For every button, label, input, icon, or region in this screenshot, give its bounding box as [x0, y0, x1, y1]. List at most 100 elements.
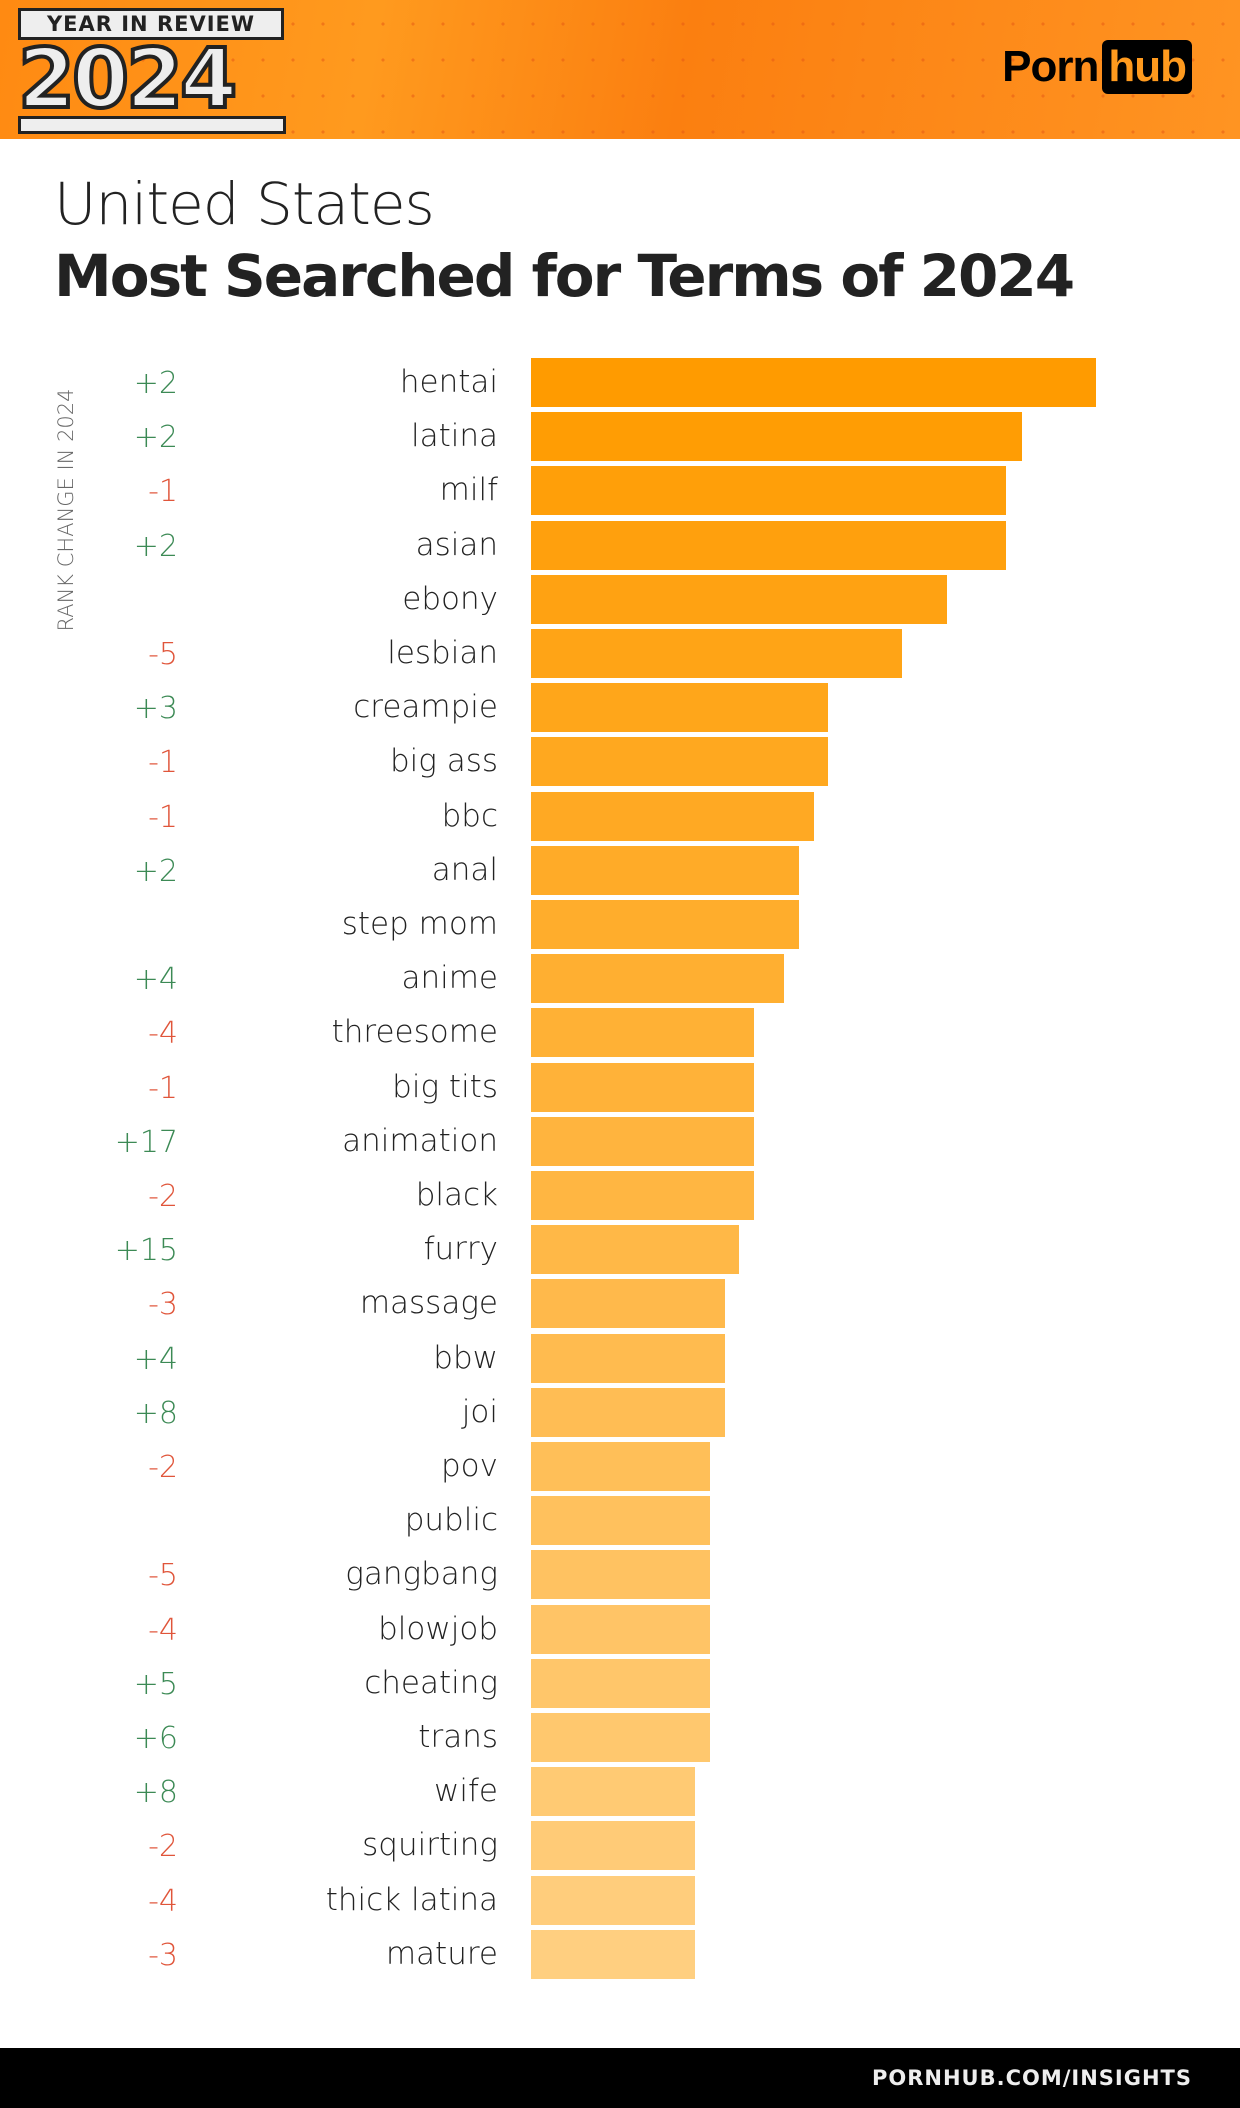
rank-change: +2 [133, 366, 178, 401]
bar-row: -1 bbc [0, 791, 1240, 846]
rank-change: +4 [133, 1341, 178, 1377]
term-label: blowjob [378, 1610, 498, 1647]
term-label: cheating [364, 1664, 498, 1701]
term-label: step mom [341, 906, 498, 942]
term-label: latina [410, 418, 498, 455]
term-label: mature [385, 1935, 498, 1972]
rank-change: -4 [148, 1883, 178, 1919]
rank-change: -2 [148, 1179, 178, 1214]
bar [531, 412, 1022, 462]
bar-row: +2 latina [0, 412, 1240, 466]
bar [531, 1333, 725, 1383]
term-label: animation [342, 1122, 498, 1159]
term-label: black [415, 1177, 498, 1213]
rank-change: -1 [148, 1070, 178, 1106]
rank-change: +17 [114, 1124, 178, 1160]
term-label: joi [461, 1393, 498, 1430]
page-title: Most Searched for Terms of 2024 [54, 242, 1075, 310]
bar [531, 1658, 711, 1708]
bar [531, 574, 947, 624]
bar [531, 1713, 711, 1762]
bar [531, 1821, 695, 1871]
term-label: bbw [433, 1339, 498, 1376]
bar-row: +2 asian [0, 520, 1240, 575]
term-label: bbc [441, 797, 498, 834]
bar [531, 845, 799, 895]
bar [531, 1008, 755, 1058]
term-label: lesbian [387, 635, 498, 671]
year-in-review-badge: YEAR IN REVIEW 2024 [16, 8, 288, 134]
term-label: public [404, 1502, 498, 1539]
rank-change: +2 [133, 853, 178, 889]
bar [531, 1604, 711, 1654]
rank-change: +15 [114, 1233, 178, 1269]
rank-change: +5 [133, 1666, 178, 1702]
bar-row: +2 hentai [0, 358, 1240, 412]
term-label: anime [401, 960, 498, 997]
rank-change: +2 [133, 528, 178, 564]
bar [531, 683, 829, 733]
bar-row: +4 anime [0, 954, 1240, 1008]
bar-row: -1 big tits [0, 1062, 1240, 1117]
bar [531, 1062, 755, 1112]
bar-row: -2 black [0, 1171, 1240, 1225]
term-label: trans [418, 1719, 498, 1755]
term-label: pov [441, 1448, 498, 1484]
bar [531, 1767, 695, 1817]
bar-row: +15 furry [0, 1225, 1240, 1279]
bar [531, 1171, 755, 1220]
rank-change: -4 [148, 1016, 178, 1052]
bar-row: +8 joi [0, 1387, 1240, 1442]
bar [531, 1442, 711, 1491]
term-label: ebony [402, 580, 498, 617]
term-label: gangbang [345, 1556, 498, 1593]
country-title: United States [54, 170, 435, 238]
bar-row: -1 milf [0, 466, 1240, 520]
term-label: thick latina [325, 1881, 498, 1918]
rank-change: -2 [148, 1450, 178, 1485]
rank-change: -5 [148, 637, 178, 672]
bar [531, 1496, 711, 1546]
term-label: hentai [399, 364, 498, 400]
term-label: asian [415, 526, 498, 563]
bar-row: +6 trans [0, 1713, 1240, 1767]
bar [531, 1929, 695, 1979]
bar-row: -4 threesome [0, 1008, 1240, 1062]
bar-row: +8 wife [0, 1767, 1240, 1821]
rank-change: -1 [148, 799, 178, 835]
rank-change: +2 [133, 420, 178, 456]
rank-change: -2 [148, 1829, 178, 1865]
bar-row: +17 animation [0, 1116, 1240, 1171]
rank-change: -1 [148, 474, 178, 510]
bar-row: -3 massage [0, 1279, 1240, 1333]
footer-link[interactable]: PORNHUB.COM/INSIGHTS [871, 2066, 1192, 2090]
footer: PORNHUB.COM/INSIGHTS [0, 2048, 1240, 2108]
bar-row: +4 bbw [0, 1333, 1240, 1388]
bar-row: +2 anal [0, 845, 1240, 900]
bar-row: public [0, 1496, 1240, 1550]
bar-row: -1 big ass [0, 737, 1240, 791]
bar-row: +5 cheating [0, 1658, 1240, 1713]
bar-row: step mom [0, 900, 1240, 954]
bar [531, 1387, 725, 1437]
rank-change: +8 [133, 1775, 178, 1811]
bar [531, 358, 1096, 407]
rank-change: -4 [148, 1612, 178, 1648]
badge-year: 2024 [16, 32, 239, 127]
bar-row: -2 squirting [0, 1821, 1240, 1875]
rank-change: -1 [148, 745, 178, 781]
bar [531, 1279, 725, 1329]
rank-change: -3 [148, 1937, 178, 1973]
bar-row: +3 creampie [0, 683, 1240, 737]
rank-change: +8 [133, 1395, 178, 1431]
pornhub-logo: Porn hub [1002, 40, 1192, 94]
term-label: threesome [331, 1014, 498, 1051]
logo-right: hub [1102, 40, 1192, 94]
bar [531, 954, 785, 1004]
term-label: squirting [362, 1827, 498, 1864]
bar-row: -2 pov [0, 1442, 1240, 1496]
bar-row: -5 gangbang [0, 1550, 1240, 1604]
bar-row: -3 mature [0, 1929, 1240, 1984]
bar [531, 1550, 711, 1600]
term-label: wife [434, 1773, 498, 1810]
